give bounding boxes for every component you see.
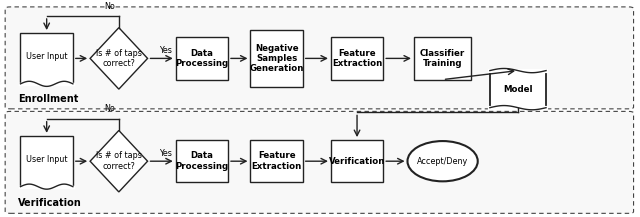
FancyBboxPatch shape (20, 33, 73, 84)
Text: Feature
Extraction: Feature Extraction (332, 49, 382, 68)
Text: Data
Processing: Data Processing (175, 151, 228, 171)
Text: Negative
Samples
Generation: Negative Samples Generation (250, 43, 304, 73)
FancyBboxPatch shape (5, 7, 634, 109)
Text: Is # of taps
correct?: Is # of taps correct? (96, 49, 142, 68)
Text: Enrollment: Enrollment (18, 94, 78, 104)
Text: No: No (104, 2, 115, 11)
Text: Feature
Extraction: Feature Extraction (252, 151, 301, 171)
FancyBboxPatch shape (175, 37, 228, 80)
Polygon shape (90, 130, 148, 192)
Text: User Input: User Input (26, 155, 67, 164)
Text: Accept/Deny: Accept/Deny (417, 157, 468, 166)
FancyBboxPatch shape (414, 37, 471, 80)
FancyBboxPatch shape (250, 140, 303, 182)
FancyBboxPatch shape (490, 71, 546, 108)
FancyBboxPatch shape (331, 37, 383, 80)
Ellipse shape (408, 141, 477, 181)
FancyBboxPatch shape (331, 140, 383, 182)
Text: Verification: Verification (329, 157, 385, 166)
Text: Data
Processing: Data Processing (175, 49, 228, 68)
Text: Verification: Verification (18, 198, 82, 208)
Polygon shape (90, 28, 148, 89)
Text: Model: Model (503, 85, 532, 94)
Text: Yes: Yes (159, 149, 172, 158)
FancyBboxPatch shape (20, 136, 73, 187)
Text: No: No (104, 104, 115, 113)
Text: Classifier
Training: Classifier Training (420, 49, 465, 68)
Text: User Input: User Input (26, 52, 67, 61)
FancyBboxPatch shape (250, 30, 303, 87)
FancyBboxPatch shape (5, 111, 634, 213)
Text: Is # of taps
correct?: Is # of taps correct? (96, 151, 142, 171)
FancyBboxPatch shape (175, 140, 228, 182)
Text: Yes: Yes (159, 46, 172, 55)
